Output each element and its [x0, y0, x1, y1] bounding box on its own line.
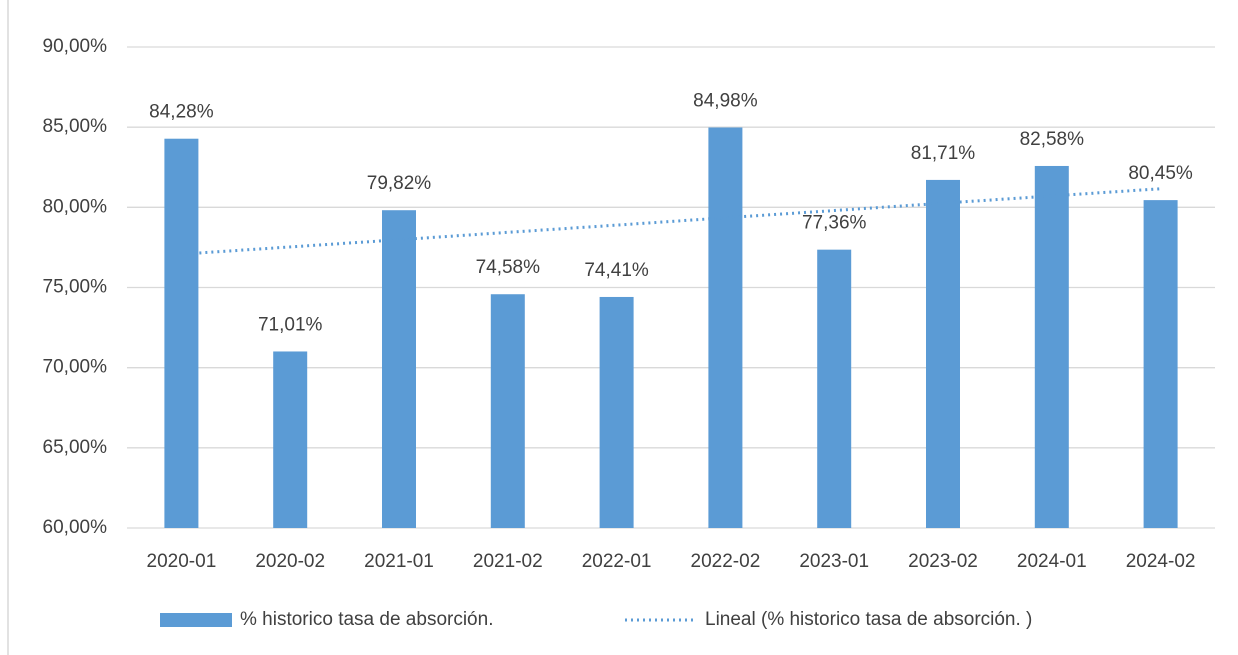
bar [164, 138, 199, 528]
bar [817, 249, 852, 529]
legend-swatch [160, 613, 232, 627]
bar [926, 179, 960, 529]
value-label: 71,01% [258, 314, 323, 335]
y-tick-label: 90,00% [43, 36, 108, 57]
value-label: 84,98% [693, 91, 758, 112]
legend-label: Lineal (% historico tasa de absorción. ) [705, 609, 1032, 630]
bar [1034, 165, 1069, 528]
value-label: 82,58% [1020, 129, 1085, 150]
value-label: 74,58% [476, 257, 541, 278]
bar [708, 127, 743, 528]
x-tick-label: 2020-01 [147, 551, 217, 572]
trend-line [181, 187, 1161, 256]
y-tick-label: 80,00% [43, 196, 108, 217]
y-tick-label: 60,00% [43, 517, 108, 538]
x-tick-label: 2024-02 [1126, 551, 1196, 572]
bar [273, 351, 308, 528]
x-tick-label: 2023-02 [908, 551, 978, 572]
bar [1143, 200, 1178, 528]
x-tick-label: 2024-01 [1017, 551, 1087, 572]
x-tick-label: 2022-02 [691, 551, 761, 572]
value-label: 81,71% [911, 143, 976, 164]
value-label: 77,36% [802, 213, 867, 234]
bar [599, 296, 634, 528]
x-tick-label: 2020-02 [255, 551, 325, 572]
y-tick-label: 65,00% [43, 437, 108, 458]
value-label: 80,45% [1128, 163, 1193, 184]
legend-label: % historico tasa de absorción. [240, 609, 493, 630]
x-tick-label: 2022-01 [582, 551, 652, 572]
value-label: 74,41% [584, 260, 649, 281]
y-tick-label: 75,00% [43, 277, 108, 298]
bar [382, 210, 416, 528]
value-label: 84,28% [149, 102, 214, 123]
x-tick-label: 2021-01 [364, 551, 434, 572]
x-tick-label: 2023-01 [799, 551, 869, 572]
y-tick-label: 70,00% [43, 357, 108, 378]
bar [490, 294, 525, 528]
value-label: 79,82% [367, 173, 432, 194]
x-tick-label: 2021-02 [473, 551, 543, 572]
y-tick-label: 85,00% [43, 116, 108, 137]
